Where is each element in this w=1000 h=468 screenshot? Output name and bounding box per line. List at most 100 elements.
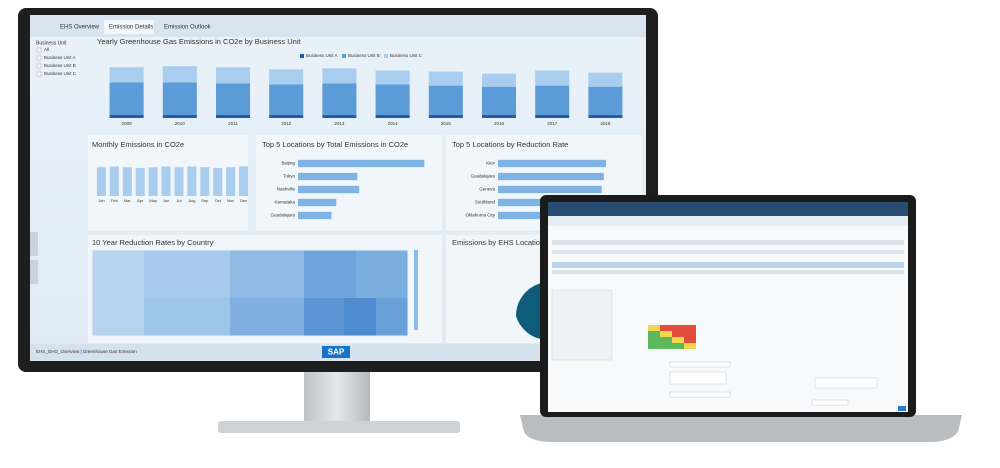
tab[interactable]: Emission Outlook [164, 25, 212, 31]
panel [256, 135, 442, 231]
chart-title: 10 Year Reduction Rates by Country [92, 238, 214, 247]
bar-segment [428, 85, 463, 115]
x-tick-label: 2011 [228, 121, 238, 126]
x-tick-label: Dec [240, 198, 247, 203]
bar [96, 167, 106, 196]
checkbox[interactable] [36, 63, 42, 69]
bar-segment [428, 71, 463, 86]
bar-segment [215, 114, 251, 118]
laptop-base [520, 415, 962, 442]
bar-segment [162, 114, 197, 118]
x-tick-label: Oct [215, 198, 222, 203]
x-tick-label: May [149, 198, 157, 203]
footer: EHS_GHG_Overview | Greenhouse Gas Emissi… [36, 349, 137, 354]
x-tick-label: Nov [227, 198, 234, 203]
bar [200, 167, 210, 196]
bar [122, 167, 132, 196]
legend-label: Business Unit A [306, 53, 338, 58]
bar-segment [481, 114, 517, 118]
chart-title: Yearly Greenhouse Gas Emissions in CO2e … [97, 37, 301, 46]
checkbox[interactable] [36, 71, 42, 77]
bar [135, 167, 145, 196]
x-tick-label: 2012 [281, 121, 292, 126]
bar [148, 167, 158, 196]
bar [239, 166, 249, 196]
x-tick-label: Mar [124, 198, 132, 203]
legend-label: Business Unit C [390, 53, 423, 58]
x-tick-label: Aug [188, 198, 195, 203]
x-tick-label: Jul [176, 198, 181, 203]
bar [498, 185, 602, 194]
logo-box [322, 346, 350, 358]
bar-segment [322, 68, 357, 84]
bar-segment [162, 66, 197, 83]
table-rows [552, 240, 904, 274]
tab[interactable]: Emission Details [109, 25, 153, 31]
checkbox[interactable] [36, 55, 42, 61]
bar [298, 185, 360, 194]
x-tick-label: 2009 [122, 121, 133, 126]
bar [298, 198, 337, 207]
y-tick-label: Beijing [281, 161, 295, 166]
tab-bar [30, 15, 646, 37]
nav-arrow[interactable] [30, 232, 38, 256]
app-header [548, 202, 908, 216]
bar-segment [535, 85, 570, 115]
filter-option: Business Unit B [44, 63, 76, 68]
form-fields [669, 361, 878, 406]
tab-active [104, 20, 154, 34]
y-tick-label: Oklahoma City [465, 213, 495, 218]
bar-segment [428, 114, 463, 118]
x-tick-label: 2016 [494, 121, 505, 126]
bar-segment [109, 82, 144, 115]
button[interactable] [898, 406, 906, 411]
monitor-base [218, 421, 460, 433]
bar [161, 166, 171, 196]
filter-option: Business Unit A [44, 55, 76, 60]
filter-option: All [44, 47, 49, 52]
checkbox[interactable] [36, 47, 42, 53]
x-tick-label: 2014 [388, 121, 399, 126]
bar [298, 159, 425, 168]
bar-segment [322, 83, 357, 115]
bar-segment [588, 72, 623, 87]
chart-title: Top 5 Locations by Reduction Rate [452, 140, 568, 149]
bar [226, 167, 236, 196]
monitor-neck [304, 368, 370, 424]
bar-segment [269, 69, 304, 85]
bar-segment [269, 84, 304, 115]
filter-option: Business Unit C [44, 71, 77, 76]
treemap [91, 249, 418, 337]
bar [174, 167, 184, 196]
legend-swatch [300, 54, 304, 58]
bar [298, 172, 358, 181]
bar [298, 211, 332, 220]
y-tick-label: Karnataka [274, 200, 295, 205]
bar-segment [269, 114, 304, 118]
bar-segment [375, 70, 410, 85]
y-tick-label: Tokyo [283, 174, 295, 179]
bar-segment [535, 70, 570, 86]
side-list [551, 289, 613, 361]
x-tick-label: 2010 [175, 121, 186, 126]
y-tick-label: Guadalajara [470, 174, 495, 179]
chart-title: Monthly Emissions in CO2e [92, 140, 184, 149]
y-tick-label: Southland [475, 200, 496, 205]
bar-segment [588, 86, 623, 115]
bar-segment [375, 84, 410, 115]
x-tick-label: Feb [111, 198, 119, 203]
risk-matrix [648, 325, 696, 349]
bar-segment [162, 82, 197, 115]
bar [187, 166, 197, 196]
y-tick-label: Nashville [277, 187, 296, 192]
nav-arrow[interactable] [30, 260, 38, 284]
bar-segment [215, 67, 251, 84]
tab[interactable]: EHS Overview [60, 25, 100, 31]
toolbar [548, 216, 908, 226]
legend-label: Business Unit B [348, 53, 380, 58]
legend-swatch [384, 54, 388, 58]
chart-title: Emissions by EHS Location [452, 238, 544, 247]
bar-segment [588, 114, 623, 118]
chart-title: Top 5 Locations by Total Emissions in CO… [262, 140, 408, 149]
